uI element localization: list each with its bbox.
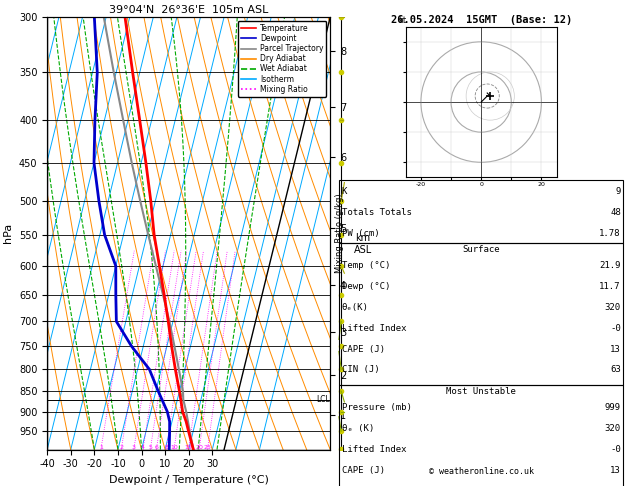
- Text: 1.78: 1.78: [599, 228, 621, 238]
- Legend: Temperature, Dewpoint, Parcel Trajectory, Dry Adiabat, Wet Adiabat, Isotherm, Mi: Temperature, Dewpoint, Parcel Trajectory…: [238, 21, 326, 97]
- Text: 13: 13: [610, 466, 621, 475]
- Text: 4: 4: [141, 445, 145, 450]
- Y-axis label: hPa: hPa: [3, 223, 13, 243]
- Text: 21.9: 21.9: [599, 261, 621, 270]
- Text: 999: 999: [604, 403, 621, 412]
- Text: Lifted Index: Lifted Index: [342, 445, 406, 454]
- Text: 26.05.2024  15GMT  (Base: 12): 26.05.2024 15GMT (Base: 12): [391, 15, 572, 25]
- Text: LCL: LCL: [316, 395, 330, 404]
- Text: 320: 320: [604, 303, 621, 312]
- X-axis label: Dewpoint / Temperature (°C): Dewpoint / Temperature (°C): [109, 475, 269, 485]
- Text: θₑ (K): θₑ (K): [342, 424, 374, 433]
- Text: 320: 320: [604, 424, 621, 433]
- Title: 39°04'N  26°36'E  105m ASL: 39°04'N 26°36'E 105m ASL: [109, 5, 269, 15]
- Text: CAPE (J): CAPE (J): [342, 466, 384, 475]
- Text: 1: 1: [99, 445, 103, 450]
- Text: Surface: Surface: [462, 245, 500, 254]
- Text: Pressure (mb): Pressure (mb): [342, 403, 411, 412]
- Text: 11.7: 11.7: [599, 282, 621, 291]
- Text: © weatheronline.co.uk: © weatheronline.co.uk: [429, 467, 533, 476]
- Text: 20: 20: [195, 445, 203, 450]
- Text: Most Unstable: Most Unstable: [446, 387, 516, 397]
- Text: 10: 10: [170, 445, 178, 450]
- Text: K: K: [342, 187, 347, 196]
- Text: Dewp (°C): Dewp (°C): [342, 282, 390, 291]
- Y-axis label: km
ASL: km ASL: [353, 233, 372, 255]
- Text: 25: 25: [204, 445, 211, 450]
- Text: 6: 6: [155, 445, 159, 450]
- Text: -0: -0: [610, 445, 621, 454]
- Text: 15: 15: [185, 445, 192, 450]
- Text: 48: 48: [610, 208, 621, 217]
- Text: 3: 3: [131, 445, 136, 450]
- Text: 5: 5: [148, 445, 152, 450]
- Text: 8: 8: [164, 445, 168, 450]
- Text: PW (cm): PW (cm): [342, 228, 379, 238]
- Text: kt: kt: [398, 16, 406, 25]
- Text: 2: 2: [120, 445, 123, 450]
- Text: Temp (°C): Temp (°C): [342, 261, 390, 270]
- Text: -0: -0: [610, 324, 621, 333]
- Text: 9: 9: [615, 187, 621, 196]
- Text: CIN (J): CIN (J): [342, 365, 379, 375]
- Text: θₑ(K): θₑ(K): [342, 303, 369, 312]
- Text: 13: 13: [610, 345, 621, 354]
- Text: Lifted Index: Lifted Index: [342, 324, 406, 333]
- Text: CAPE (J): CAPE (J): [342, 345, 384, 354]
- Text: Mixing Ratio (g/kg): Mixing Ratio (g/kg): [335, 193, 344, 273]
- Text: Totals Totals: Totals Totals: [342, 208, 411, 217]
- Text: 63: 63: [610, 365, 621, 375]
